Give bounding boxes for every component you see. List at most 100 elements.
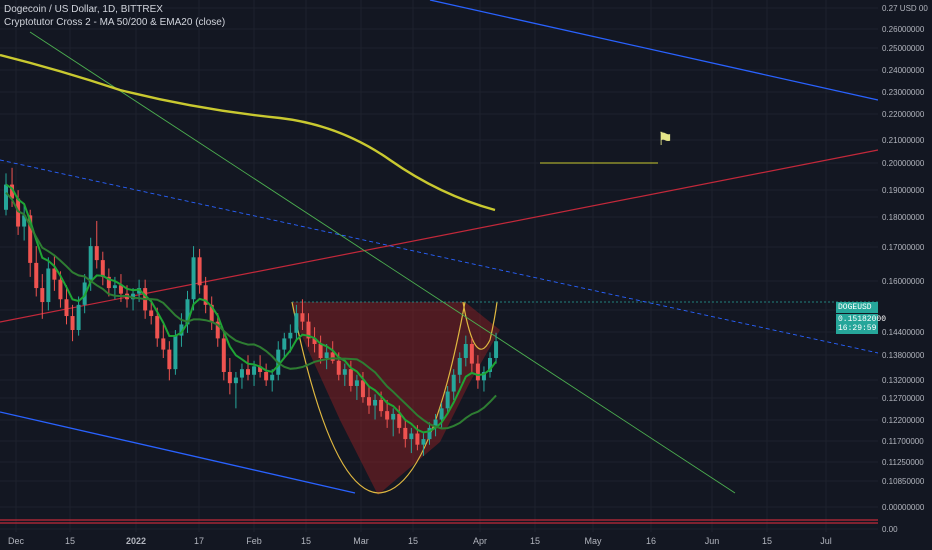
candle-body	[112, 285, 117, 289]
blue-channel-bottom	[0, 411, 356, 494]
candle-body	[379, 399, 384, 412]
candle-body	[203, 285, 208, 305]
time-tick-label: May	[584, 536, 602, 546]
candle-body	[469, 344, 474, 364]
price-tick-label: 0.23000000	[882, 88, 925, 97]
candle-body	[439, 408, 444, 420]
time-tick-label: Mar	[353, 536, 369, 546]
candle-body	[397, 413, 402, 428]
candle-body	[167, 349, 172, 370]
candle-body	[288, 332, 293, 339]
candle-body	[475, 363, 480, 381]
candle-body	[330, 352, 335, 361]
moving-averages	[0, 53, 497, 434]
candle-body	[421, 439, 426, 445]
time-tick-label: 16	[646, 536, 656, 546]
indicator-title[interactable]: Cryptotutor Cross 2 - MA 50/200 & EMA20 …	[4, 17, 226, 28]
candle-body	[324, 352, 329, 358]
price-tag-value: 0.15182000 16:29:59	[836, 314, 886, 334]
price-tick-label: 0.00000000	[882, 503, 925, 512]
candle-body	[161, 338, 166, 350]
flag-icon: ⚑	[657, 129, 674, 149]
candle-body	[221, 338, 226, 372]
price-axis[interactable]: 0.27 USD 00 0.26000000 0.25000000 0.2400000…	[878, 0, 932, 550]
candle-body	[348, 369, 353, 386]
price-tick-label: 0.19000000	[882, 186, 925, 195]
candle-body	[367, 397, 371, 406]
candle-body	[227, 371, 232, 384]
candle-body	[233, 377, 238, 384]
candle-body	[282, 338, 287, 350]
time-tick-label: 17	[194, 536, 204, 546]
candle-body	[385, 411, 390, 420]
candle-body	[191, 257, 196, 300]
price-tick-label: 0.26000000	[882, 25, 925, 34]
price-tag-countdown: 16:29:59	[838, 324, 877, 333]
candle-body	[28, 215, 33, 263]
candle-body	[106, 276, 111, 289]
candle-body	[494, 341, 499, 358]
time-axis[interactable]: Dec 15 2022 17 Feb 15 Mar 15 Apr 15 May 16 Jun 15 Jul	[0, 532, 932, 550]
candle-body	[179, 324, 184, 336]
time-tick-label: Feb	[246, 536, 262, 546]
candle-body	[451, 374, 456, 392]
time-tick-label: Apr	[473, 536, 487, 546]
candle-body	[40, 288, 45, 303]
candle-body	[264, 371, 269, 381]
time-tick-label: Jun	[705, 536, 720, 546]
candle-body	[360, 380, 365, 398]
candle-body	[197, 257, 202, 286]
candle-body	[52, 268, 57, 280]
candle-body	[433, 419, 438, 428]
candle-body	[46, 268, 51, 303]
candle-body	[409, 433, 414, 440]
symbol-title[interactable]: Dogecoin / US Dollar, 1D, BITTREX	[4, 4, 163, 15]
chart-grid	[0, 0, 878, 532]
ma200-line	[0, 53, 496, 212]
handle-outline	[462, 301, 498, 350]
candle-body	[252, 366, 257, 375]
candle-body	[312, 338, 317, 345]
candle-body	[294, 313, 299, 333]
candle-body	[16, 198, 21, 227]
blue-dashed-line	[0, 159, 879, 354]
candle-body	[373, 399, 378, 406]
candle-body	[118, 285, 123, 294]
candle-body	[258, 366, 263, 372]
cup-outline	[291, 301, 466, 494]
candle-body	[34, 262, 39, 289]
chart-legend: Dogecoin / US Dollar, 1D, BITTREX Crypto…	[4, 3, 225, 29]
price-tick-label: 0.18000000	[882, 213, 925, 222]
blue-channel-top	[429, 0, 879, 101]
candle-body	[445, 391, 450, 409]
price-axis-background	[878, 0, 932, 550]
time-tick-label: 15	[301, 536, 311, 546]
price-tag-symbol: DOGEUSD	[836, 302, 878, 313]
candle-body	[342, 369, 347, 375]
ema20-line	[5, 183, 497, 434]
candle-body	[403, 427, 408, 440]
price-tick-label: 0.13800000	[882, 351, 925, 360]
price-tag-price: 0.15182000	[838, 315, 887, 324]
time-tick-label: 15	[408, 536, 418, 546]
price-tick-label: 0.17000000	[882, 243, 925, 252]
candle-body	[457, 357, 462, 375]
candle-body	[100, 260, 105, 277]
price-tick-label: 0.27 USD 00	[882, 4, 928, 13]
candle-body	[246, 369, 250, 375]
candle-body	[173, 335, 178, 370]
time-tick-label: 2022	[126, 536, 146, 546]
candle-body	[70, 316, 75, 331]
price-tick-label: 0.10850000	[882, 477, 925, 486]
price-tick-label: 0.11700000	[882, 437, 924, 446]
candle-body	[300, 313, 305, 322]
time-tick-label: 15	[65, 536, 75, 546]
candle-body	[427, 427, 432, 440]
candle-body	[76, 304, 81, 331]
candle-body	[131, 293, 136, 300]
candle-body	[88, 246, 93, 283]
price-tick-label: 0.24000000	[882, 66, 925, 75]
price-tick-label: 0.13200000	[882, 376, 925, 385]
chart-drawings	[0, 0, 879, 524]
